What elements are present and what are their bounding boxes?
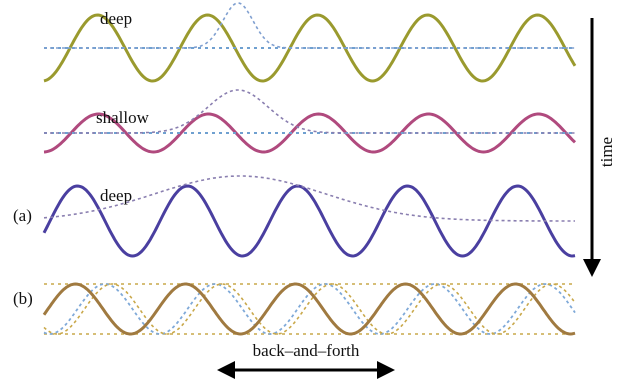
panel-b-label: (b) [13,289,33,308]
deep-lower-envelope-dotted [43,175,575,222]
shallow-envelope-dotted [44,89,575,134]
back-and-forth-label: back–and–forth [253,341,360,360]
deep-lower-label: deep [100,186,132,205]
shallow-label: shallow [96,108,150,127]
deep-wave-lower-group [42,175,576,258]
deep-wave-group [43,2,577,83]
deep-top-label: deep [100,9,132,28]
deep-lower-wave-curve [42,184,576,258]
shallow-wave-group [43,89,577,154]
panel-a-label: (a) [13,206,32,225]
standing-wave-curve [42,282,576,336]
deep-wave-curve [43,13,577,83]
deep-envelope-dotted [44,2,575,49]
standing-wave-group [42,282,576,336]
standing-blue-dotted-b [43,283,576,335]
shallow-wave-curve [43,112,577,154]
time-label: time [597,137,616,167]
